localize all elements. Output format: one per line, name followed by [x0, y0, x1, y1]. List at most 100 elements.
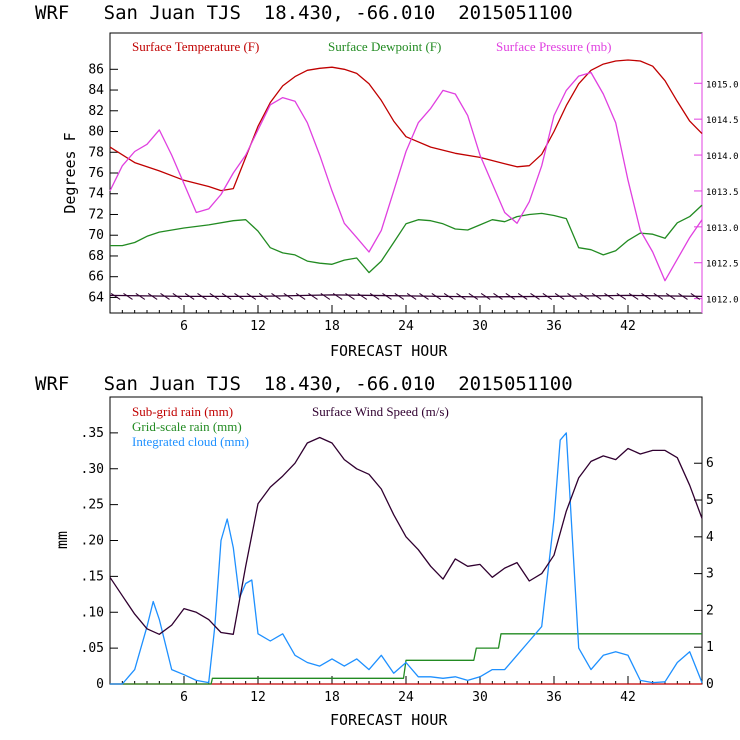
wind-barb [493, 292, 503, 300]
wind-barb [160, 292, 170, 300]
panel-1-frame [109, 32, 703, 314]
surface-wind-speed-m-s-line [109, 436, 703, 635]
wind-barb [517, 292, 528, 300]
wind-barb [246, 292, 257, 300]
x-tick-label: 42 [620, 690, 636, 705]
y2-tick-label: 1014.0 [706, 152, 739, 162]
legend-cloud: Integrated cloud (mm) [132, 434, 249, 449]
wind-barb [197, 292, 207, 300]
wind-barb [382, 292, 392, 300]
integrated-cloud-mm-line [110, 432, 703, 685]
y-tick-label: 74 [88, 187, 104, 202]
wind-barb [110, 292, 121, 300]
y2-tick-label: 1014.5 [706, 116, 739, 126]
wind-barb [456, 292, 466, 300]
wind-barb [394, 292, 405, 300]
y2-tick-label: 5 [706, 493, 714, 508]
y-tick-label: .30 [81, 462, 104, 477]
y2-tick-label: 1012.5 [706, 260, 739, 270]
legend-temp: Surface Temperature (F) [132, 39, 259, 54]
wind-barb [135, 292, 146, 300]
panel-2-ylabel: mm [53, 531, 71, 549]
x-tick-label: 6 [180, 690, 188, 705]
x-tick-label: 12 [250, 690, 266, 705]
y2-tick-label: 0 [706, 677, 714, 692]
legend-pres: Surface Pressure (mb) [496, 39, 612, 54]
wind-barb [690, 292, 701, 300]
y2-tick-label: 1015.0 [706, 80, 739, 90]
y2-tick-label: 4 [706, 530, 714, 545]
y-tick-label: 68 [88, 249, 104, 264]
wind-barb [604, 292, 614, 300]
wind-barb [123, 292, 133, 300]
surface-dewpoint-f-line [110, 204, 703, 274]
wind-barb [271, 292, 281, 300]
y2-tick-label: 3 [706, 567, 714, 582]
wind-barb [579, 292, 590, 300]
panel-2-xlabel: FORECAST HOUR [330, 711, 448, 729]
panel-2: WRF San Juan TJS 18.430, -66.010 2015051… [35, 373, 714, 729]
y-tick-label: 0 [96, 677, 104, 692]
wind-barb [530, 292, 540, 300]
wind-barb [554, 292, 565, 300]
panel-1: WRF San Juan TJS 18.430, -66.010 2015051… [35, 2, 739, 360]
y2-tick-label: 1 [706, 640, 714, 655]
wind-barb [443, 292, 454, 300]
wind-barb [480, 292, 491, 300]
wind-barb [567, 292, 577, 300]
x-tick-label: 30 [472, 319, 488, 334]
x-tick-label: 18 [324, 690, 340, 705]
y-tick-label: 82 [88, 104, 104, 119]
surface-pressure-mb-line [109, 71, 703, 282]
wind-barb [406, 292, 417, 300]
wind-barb [678, 292, 688, 300]
wind-barb [369, 292, 380, 300]
y-tick-label: 80 [88, 125, 104, 140]
legend-gridscale: Grid-scale rain (mm) [132, 419, 242, 434]
y-tick-label: 76 [88, 166, 104, 181]
grid-scale-rain-mm-line [110, 633, 702, 685]
wind-barb [505, 292, 516, 300]
wind-barb [147, 292, 158, 300]
surface-temperature-f-line [109, 59, 703, 192]
wind-barb [308, 292, 318, 300]
x-tick-label: 36 [546, 690, 562, 705]
y-tick-label: .15 [81, 569, 104, 584]
y2-tick-label: 6 [706, 456, 714, 471]
y-tick-label: .05 [81, 641, 104, 656]
x-tick-label: 36 [546, 319, 562, 334]
wind-barb [641, 292, 651, 300]
x-tick-label: 24 [398, 690, 414, 705]
legend-subgrid: Sub-grid rain (mm) [132, 404, 233, 419]
wind-barb [591, 292, 602, 300]
x-tick-label: 6 [180, 319, 188, 334]
y-tick-label: 70 [88, 228, 104, 243]
wind-barb [332, 292, 343, 300]
y2-tick-label: 1013.0 [706, 224, 739, 234]
wind-barb [468, 292, 479, 300]
y-tick-label: 86 [88, 62, 104, 77]
wind-barb [221, 292, 232, 300]
x-tick-label: 12 [250, 319, 266, 334]
y2-tick-label: 2 [706, 603, 714, 618]
wind-barb [234, 292, 244, 300]
wind-barb [345, 292, 355, 300]
x-tick-label: 18 [324, 319, 340, 334]
panel-2-title: WRF San Juan TJS 18.430, -66.010 2015051… [35, 373, 573, 395]
wind-barb [616, 292, 627, 300]
x-tick-label: 24 [398, 319, 414, 334]
wind-barb [665, 292, 676, 300]
y-tick-label: .25 [81, 498, 104, 513]
y2-tick-label: 1013.5 [706, 188, 739, 198]
x-tick-label: 42 [620, 319, 636, 334]
surface-wind-barbs-line [109, 294, 703, 298]
panel-1-title: WRF San Juan TJS 18.430, -66.010 2015051… [35, 2, 573, 24]
wind-barb [258, 292, 269, 300]
wind-barb [542, 292, 553, 300]
legend-wind: Surface Wind Speed (m/s) [312, 404, 449, 419]
x-tick-label: 30 [472, 690, 488, 705]
wind-barb [357, 292, 368, 300]
wind-barb [419, 292, 429, 300]
y-tick-label: .10 [81, 605, 104, 620]
